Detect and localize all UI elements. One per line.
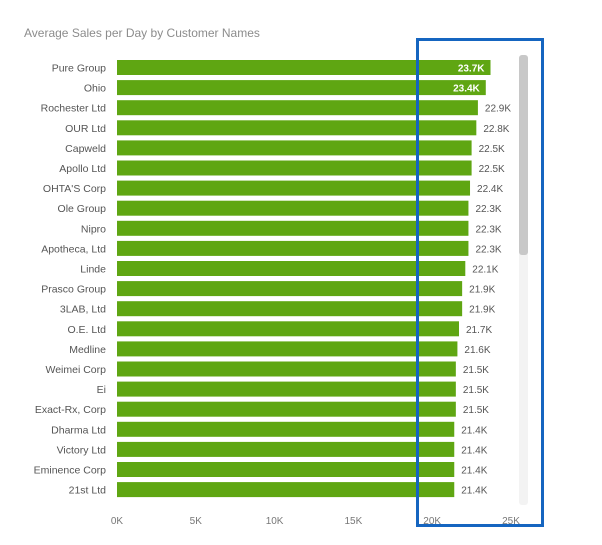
category-label: Capweld [65,143,106,155]
category-label: Victory Ltd [57,444,107,456]
data-label: 22.3K [475,224,501,235]
category-label: Prasco Group [41,284,106,296]
category-label: Nipro [81,223,106,235]
scrollbar-thumb[interactable] [519,55,528,255]
data-label: 22.9K [485,104,511,115]
x-tick-label: 10K [266,516,284,527]
category-label: Pure Group [52,63,106,75]
x-tick-label: 15K [345,516,363,527]
bar[interactable] [117,120,477,136]
bar[interactable] [117,140,472,156]
category-label: Eminence Corp [34,465,107,477]
bar[interactable] [117,180,471,196]
category-label: OUR Ltd [65,123,106,135]
data-label: 23.4K [453,84,480,95]
data-label: 22.5K [479,164,505,175]
category-label: O.E. Ltd [67,324,106,336]
bar[interactable] [117,240,469,256]
bar[interactable] [117,220,469,236]
data-label: 22.4K [477,184,503,195]
data-label: 21.7K [466,325,492,336]
x-tick-label: 25K [502,516,520,527]
bar[interactable] [117,60,491,75]
category-label: Linde [80,264,106,276]
category-label: Ole Group [58,203,107,215]
bar[interactable] [117,361,456,377]
category-label: Medline [69,344,106,356]
bar[interactable] [117,441,455,457]
data-label: 21.4K [461,486,487,497]
data-label: 21.5K [463,405,489,416]
data-label: 21.4K [461,466,487,477]
bar[interactable] [117,482,455,498]
scrollbar-track[interactable] [519,55,528,505]
bar[interactable] [117,321,459,337]
category-label: Apotheca, Ltd [41,243,106,255]
data-label: 21.5K [463,365,489,376]
data-label: 22.8K [483,124,509,135]
x-tick-label: 20K [423,516,441,527]
highlight-box [416,38,544,527]
bar[interactable] [117,301,463,317]
bar[interactable] [117,160,472,176]
data-label: 21.4K [461,445,487,456]
data-label: 22.1K [472,265,498,276]
bar[interactable] [117,421,455,437]
category-label: Dharma Ltd [51,424,106,436]
category-label: 21st Ltd [69,485,107,497]
data-label: 21.6K [464,345,490,356]
data-label: 22.3K [475,204,501,215]
category-label: Apollo Ltd [59,163,106,175]
chart-title: Average Sales per Day by Customer Names [24,26,260,40]
bar[interactable] [117,100,478,116]
category-label: Rochester Ltd [41,103,107,115]
category-label: Weimei Corp [46,364,107,376]
x-tick-label: 5K [190,516,203,527]
data-label: 21.9K [469,285,495,296]
category-label: OHTA'S Corp [43,183,106,195]
bar[interactable] [117,261,466,276]
category-label: 3LAB, Ltd [60,304,106,316]
bar[interactable] [117,381,456,397]
x-tick-label: 0K [111,516,124,527]
bar[interactable] [117,341,458,357]
bar[interactable] [117,401,456,417]
data-label: 22.5K [479,144,505,155]
data-label: 23.7K [458,64,485,75]
data-label: 21.4K [461,425,487,436]
bar[interactable] [117,200,469,216]
category-label: Exact-Rx, Corp [35,404,106,416]
category-label: Ohio [84,83,106,95]
data-label: 22.3K [475,244,501,255]
data-label: 21.9K [469,305,495,316]
bar[interactable] [117,281,463,297]
bar[interactable] [117,80,486,96]
bar[interactable] [117,462,455,477]
data-label: 21.5K [463,385,489,396]
category-label: Ei [97,384,106,396]
